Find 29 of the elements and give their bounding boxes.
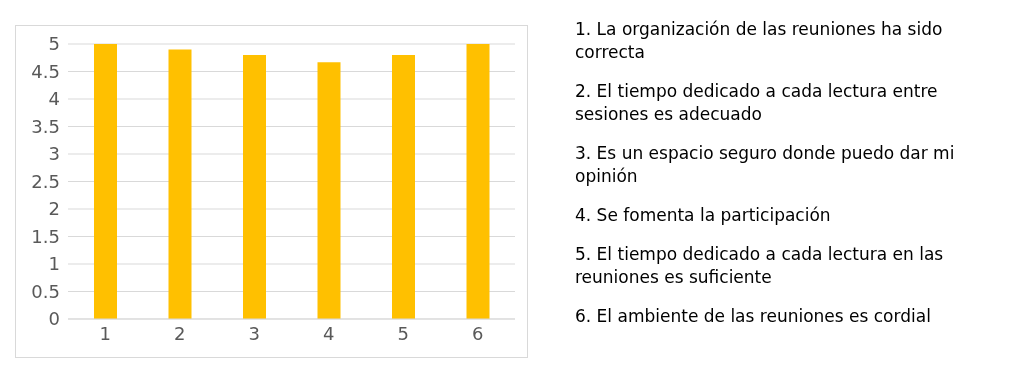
x-tick-label: 1 <box>99 322 111 344</box>
x-tick-label: 5 <box>397 322 409 344</box>
bar <box>168 49 192 319</box>
y-tick-label: 3.5 <box>31 115 60 137</box>
y-tick-label: 3 <box>48 143 60 165</box>
x-tick-label: 6 <box>472 322 484 344</box>
y-tick-label: 2.5 <box>31 170 60 192</box>
text: 3. Es un espacio seguro donde puedo dar mi opinión <box>575 142 956 188</box>
y-tick-label: 0.5 <box>31 280 60 302</box>
text: 5. El tiempo dedicado a cada lectura en las reuniones es suficiente <box>575 243 945 289</box>
y-tick-label: 4 <box>48 88 60 110</box>
text: 6. El ambiente de las reuniones es cordial <box>575 305 932 328</box>
bar <box>94 44 117 319</box>
y-tick-label: 5 <box>48 33 60 55</box>
y-tick-label: 2 <box>48 198 60 220</box>
y-tick-label: 1.5 <box>31 225 60 247</box>
x-tick-label: 3 <box>248 322 260 344</box>
bar <box>317 62 341 319</box>
text: 2. El tiempo dedicado a cada lectura entre sesiones es adecuado <box>575 80 939 126</box>
text: 1. La organización de las reuniones ha sido correcta <box>575 18 944 64</box>
x-tick-label: 2 <box>174 322 186 344</box>
bar <box>466 44 490 319</box>
y-tick-label: 0 <box>48 308 60 330</box>
bar <box>243 55 266 319</box>
y-tick-label: 1 <box>48 253 60 275</box>
y-tick-label: 4.5 <box>31 60 60 82</box>
bar <box>392 55 415 319</box>
text: 4. Se fomenta la participación <box>575 204 832 227</box>
x-tick-label: 4 <box>323 322 335 344</box>
